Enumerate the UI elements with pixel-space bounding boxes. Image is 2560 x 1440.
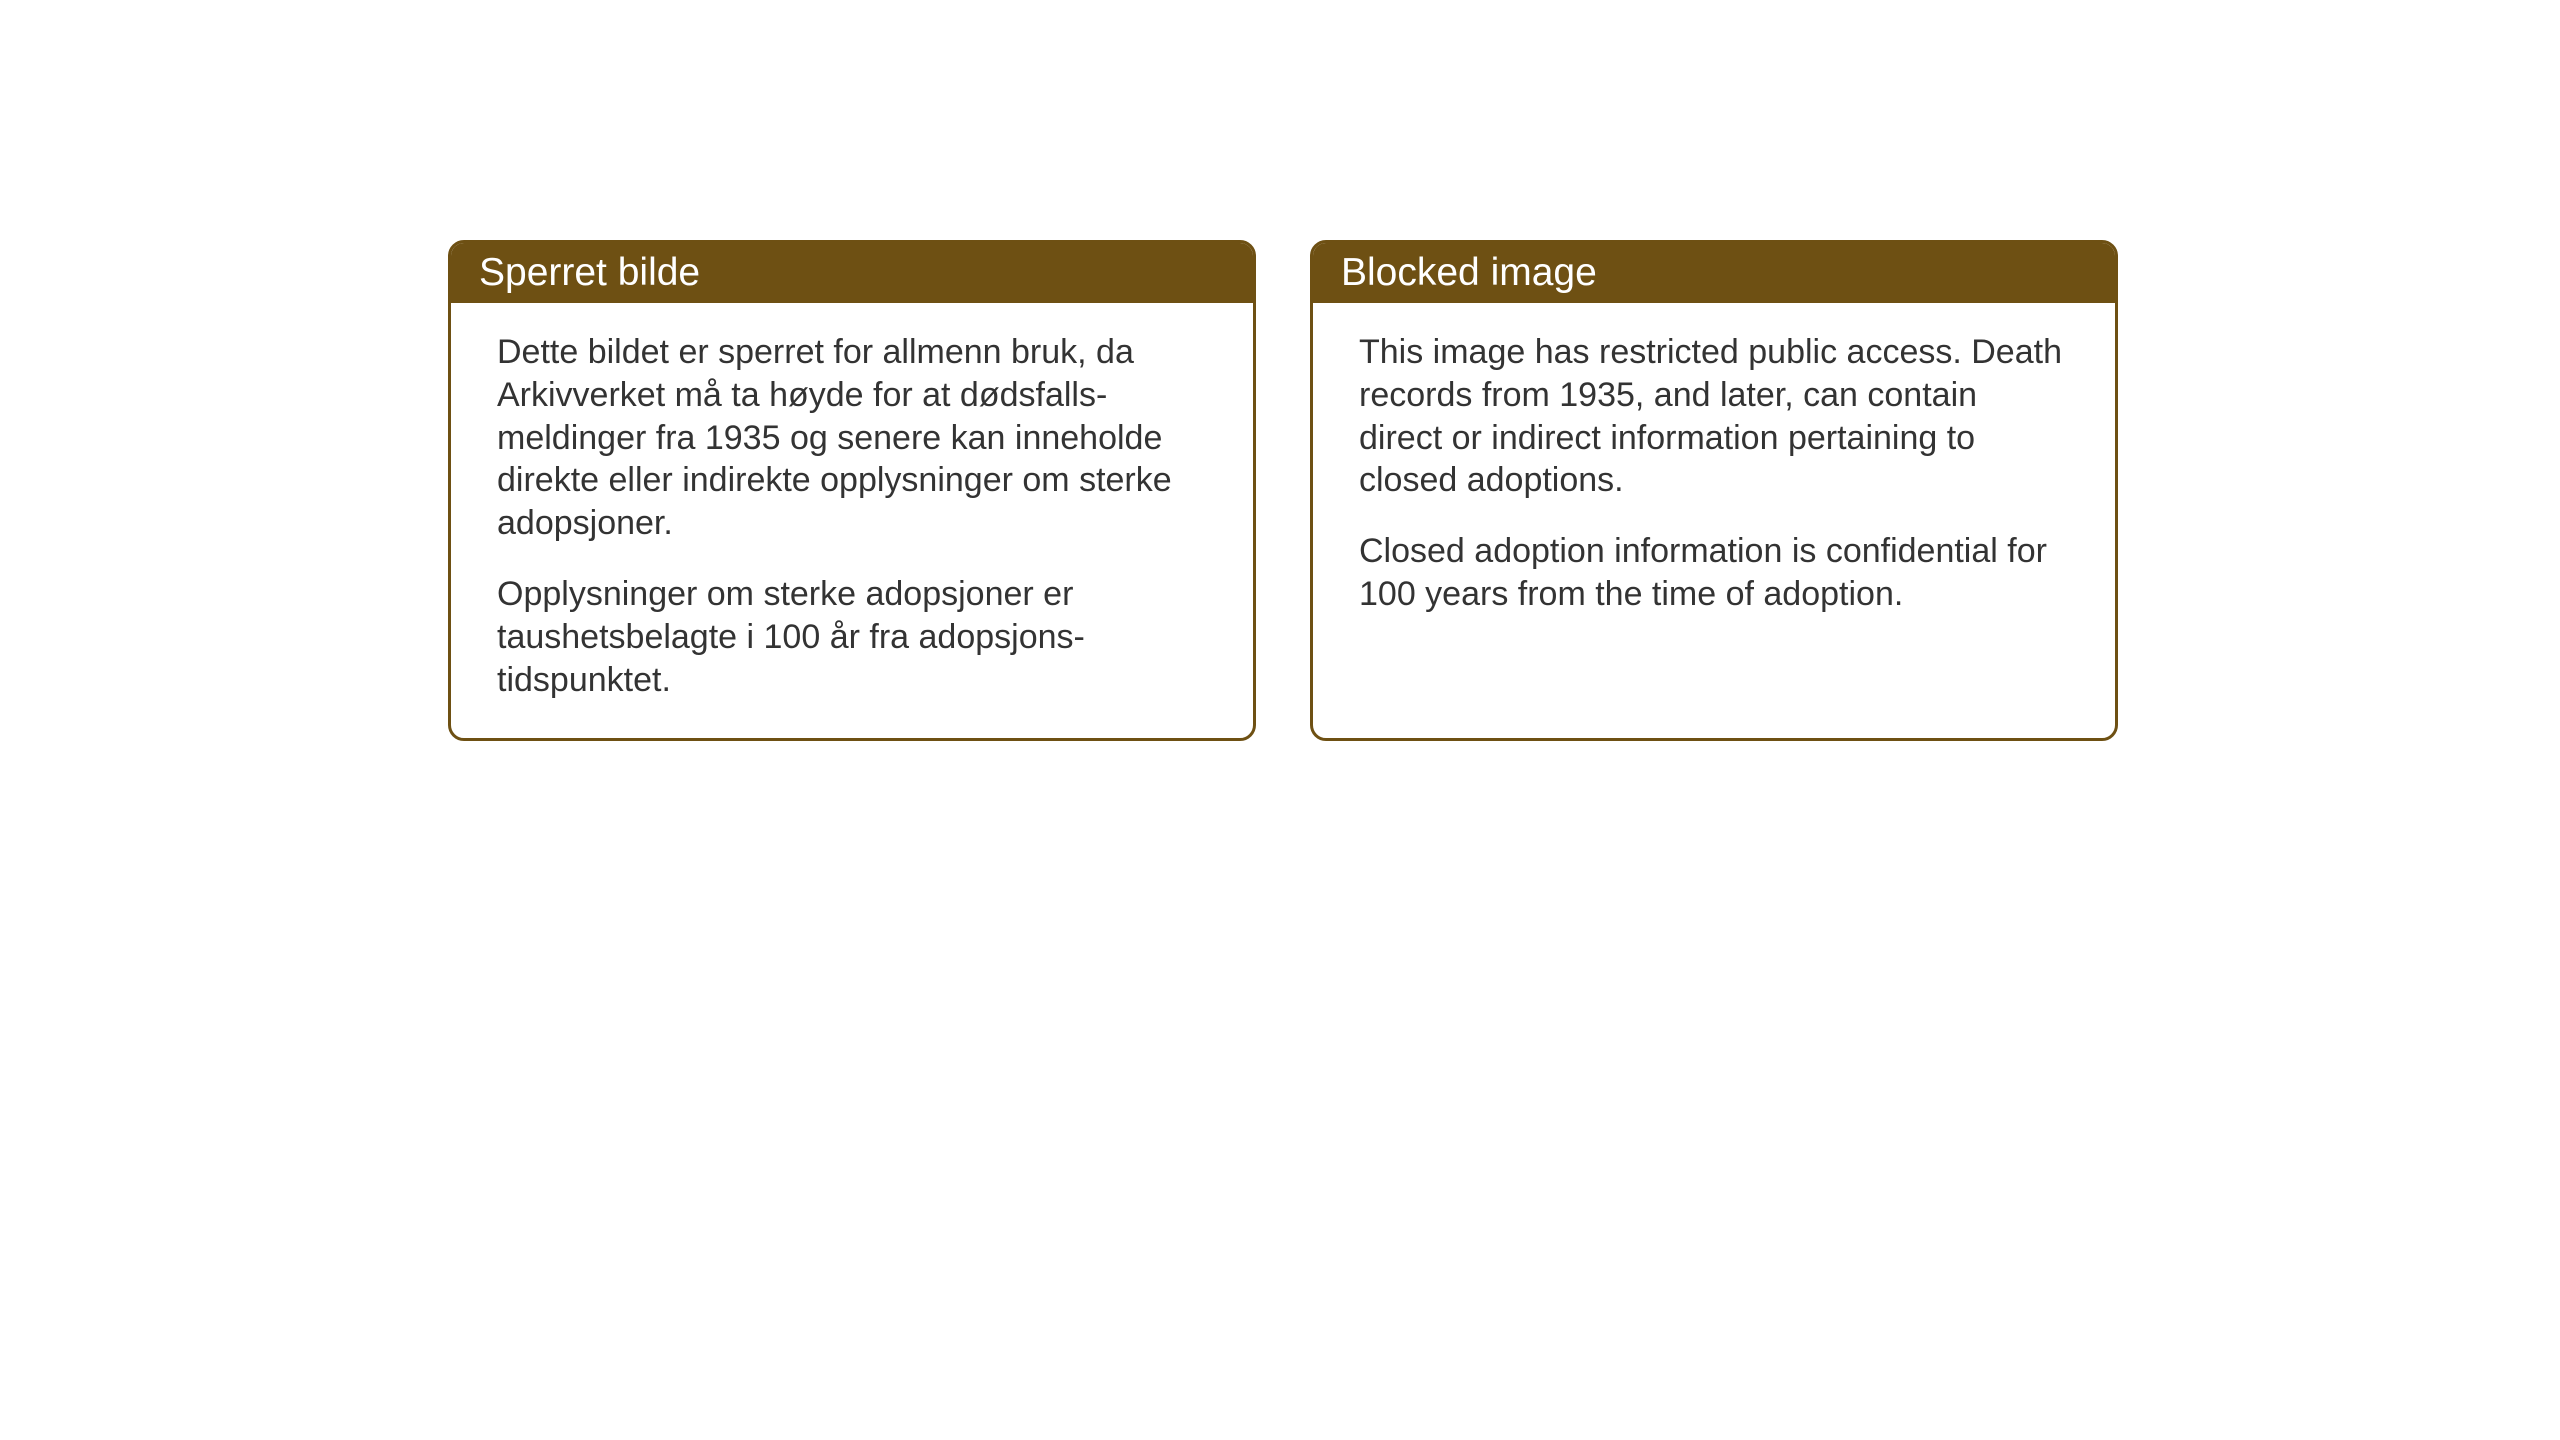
norwegian-paragraph-1: Dette bildet er sperret for allmenn bruk… [497, 331, 1207, 545]
notice-container: Sperret bilde Dette bildet er sperret fo… [448, 240, 2118, 741]
english-paragraph-1: This image has restricted public access.… [1359, 331, 2069, 502]
english-panel: Blocked image This image has restricted … [1310, 240, 2118, 741]
norwegian-panel-body: Dette bildet er sperret for allmenn bruk… [451, 303, 1253, 738]
norwegian-panel-title: Sperret bilde [451, 243, 1253, 303]
norwegian-paragraph-2: Opplysninger om sterke adopsjoner er tau… [497, 573, 1207, 701]
english-panel-body: This image has restricted public access.… [1313, 303, 2115, 703]
english-panel-title: Blocked image [1313, 243, 2115, 303]
english-paragraph-2: Closed adoption information is confident… [1359, 530, 2069, 616]
norwegian-panel: Sperret bilde Dette bildet er sperret fo… [448, 240, 1256, 741]
